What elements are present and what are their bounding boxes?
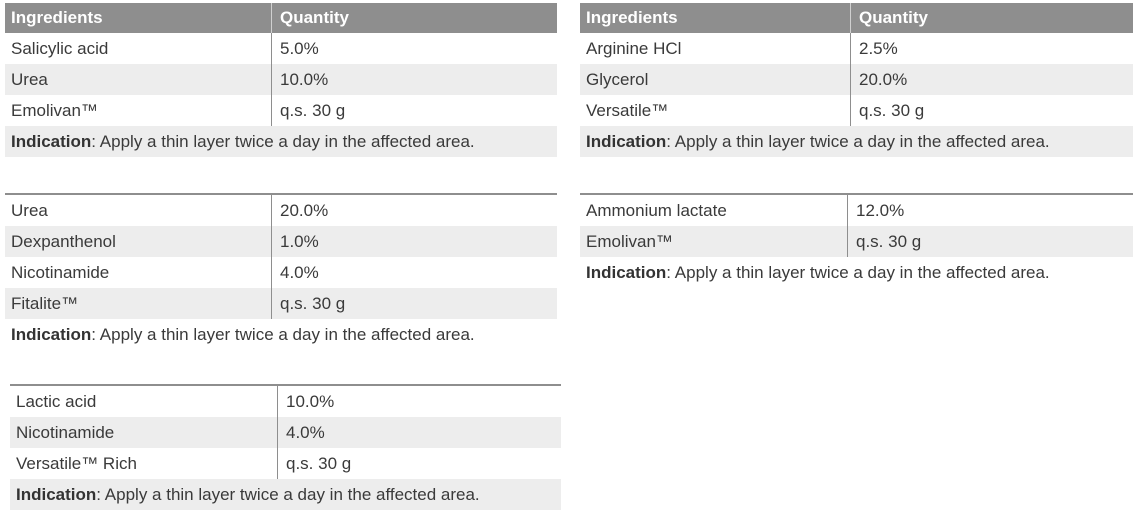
header-ingredients: Ingredients: [580, 3, 851, 33]
ingredient-cell: Nicotinamide: [5, 257, 272, 288]
ingredient-cell: Lactic acid: [10, 386, 278, 417]
quantity-cell: 2.5%: [859, 38, 898, 58]
table-row: Nicotinamide 4.0%: [10, 417, 561, 448]
quantity-cell: q.s. 30 g: [286, 453, 352, 473]
table-row: Arginine HCl 2.5%: [580, 33, 1133, 64]
quantity-cell: q.s. 30 g: [856, 231, 922, 251]
quantity-cell: 20.0%: [280, 200, 329, 220]
quantity-cell: 1.0%: [280, 231, 319, 251]
table-top-rule: [580, 193, 1133, 195]
indication-text: : Apply a thin layer twice a day in the …: [91, 131, 475, 151]
ingredient-cell: Emolivan™: [5, 95, 272, 126]
table-row: Emolivan™ q.s. 30 g: [580, 226, 1133, 257]
quantity-cell: 5.0%: [280, 38, 319, 58]
indication-text: : Apply a thin layer twice a day in the …: [96, 484, 480, 504]
header-quantity: Quantity: [859, 8, 928, 27]
quantity-cell: 4.0%: [286, 422, 325, 442]
indication-label: Indication: [11, 324, 92, 344]
header-quantity: Quantity: [280, 8, 349, 27]
quantity-cell: 10.0%: [286, 391, 335, 411]
table-row: Salicylic acid 5.0%: [5, 33, 557, 64]
indication-row: Indication: Apply a thin layer twice a d…: [580, 257, 1133, 288]
table-row: Versatile™ Rich q.s. 30 g: [10, 448, 561, 479]
table-row: Lactic acid 10.0%: [10, 386, 561, 417]
table-row: Urea 20.0%: [5, 195, 557, 226]
formulation-table: Urea 20.0% Dexpanthenol 1.0% Nicotinamide 4.0…: [5, 193, 557, 350]
quantity-cell: 4.0%: [280, 262, 319, 282]
indication-row: Indication: Apply a thin layer twice a d…: [5, 319, 557, 350]
indication-row: Indication: Apply a thin layer twice a d…: [10, 479, 561, 510]
table-header: Ingredients Quantity: [580, 3, 1133, 33]
table-row: Nicotinamide 4.0%: [5, 257, 557, 288]
ingredient-cell: Salicylic acid: [5, 33, 272, 64]
ingredient-cell: Urea: [5, 195, 272, 226]
formulation-table: Ingredients Quantity Salicylic acid 5.0% Ure…: [5, 3, 557, 157]
table-top-rule: [10, 384, 561, 386]
ingredient-cell: Ammonium lactate: [580, 195, 848, 226]
ingredient-cell: Nicotinamide: [10, 417, 278, 448]
quantity-cell: 12.0%: [856, 200, 905, 220]
indication-text: : Apply a thin layer twice a day in the …: [666, 262, 1050, 282]
indication-label: Indication: [11, 131, 92, 151]
formulation-table: Lactic acid 10.0% Nicotinamide 4.0% Versatil…: [10, 384, 561, 510]
table-row: Versatile™ q.s. 30 g: [580, 95, 1133, 126]
quantity-cell: 10.0%: [280, 69, 329, 89]
quantity-cell: q.s. 30 g: [280, 293, 346, 313]
indication-row: Indication: Apply a thin layer twice a d…: [5, 126, 557, 157]
table-header: Ingredients Quantity: [5, 3, 557, 33]
header-ingredients: Ingredients: [5, 3, 272, 33]
ingredient-cell: Emolivan™: [580, 226, 848, 257]
quantity-cell: 20.0%: [859, 69, 908, 89]
table-row: Ammonium lactate 12.0%: [580, 195, 1133, 226]
ingredient-cell: Glycerol: [580, 64, 851, 95]
table-row: Fitalite™ q.s. 30 g: [5, 288, 557, 319]
indication-label: Indication: [16, 484, 97, 504]
ingredient-cell: Dexpanthenol: [5, 226, 272, 257]
indication-label: Indication: [586, 262, 667, 282]
formulation-table: Ammonium lactate 12.0% Emolivan™ q.s. 30 g I…: [580, 193, 1133, 288]
quantity-cell: q.s. 30 g: [280, 100, 346, 120]
table-row: Emolivan™ q.s. 30 g: [5, 95, 557, 126]
table-row: Glycerol 20.0%: [580, 64, 1133, 95]
formulation-table: Ingredients Quantity Arginine HCl 2.5% Glyce…: [580, 3, 1133, 157]
indication-row: Indication: Apply a thin layer twice a d…: [580, 126, 1133, 157]
table-row: Urea 10.0%: [5, 64, 557, 95]
quantity-cell: q.s. 30 g: [859, 100, 925, 120]
indication-text: : Apply a thin layer twice a day in the …: [91, 324, 475, 344]
ingredient-cell: Versatile™: [580, 95, 851, 126]
indication-label: Indication: [586, 131, 667, 151]
indication-text: : Apply a thin layer twice a day in the …: [666, 131, 1050, 151]
ingredient-cell: Versatile™ Rich: [10, 448, 278, 479]
ingredient-cell: Fitalite™: [5, 288, 272, 319]
ingredient-cell: Arginine HCl: [580, 33, 851, 64]
ingredient-cell: Urea: [5, 64, 272, 95]
table-top-rule: [5, 193, 557, 195]
table-row: Dexpanthenol 1.0%: [5, 226, 557, 257]
